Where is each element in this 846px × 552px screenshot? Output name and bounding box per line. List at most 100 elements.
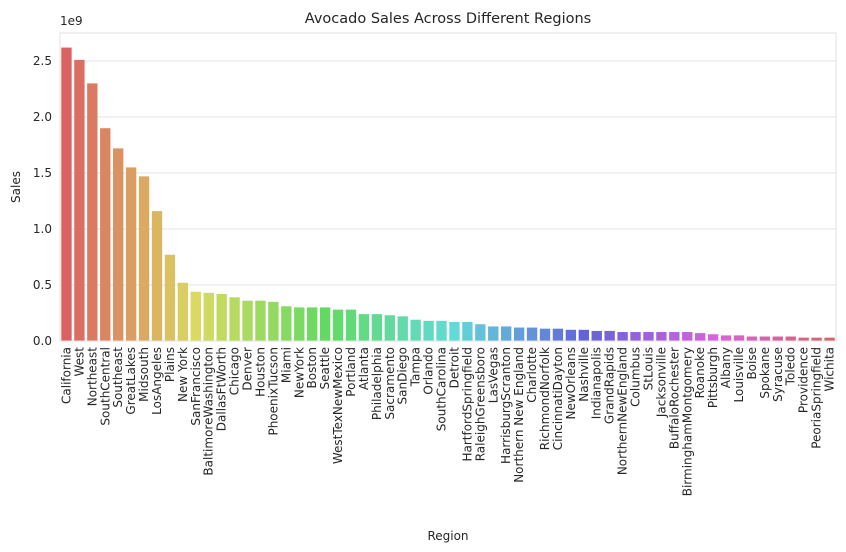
bar [449, 321, 460, 341]
x-tick-label: Orlando [422, 347, 436, 395]
bar [371, 314, 383, 341]
bar [397, 316, 408, 341]
x-tick-label: Southeast [111, 347, 125, 408]
bar [604, 330, 615, 341]
bar [436, 320, 447, 341]
bar [772, 336, 783, 341]
y-tick-labels: 0.0 0.5 1.0 1.5 2.0 2.5 [33, 54, 52, 348]
x-tick-label: Albany [719, 347, 733, 388]
bar [384, 315, 395, 341]
x-tick-label: PhoenixTucson [266, 347, 280, 436]
y-tick-label: 1.0 [33, 222, 52, 236]
bar [216, 293, 227, 341]
bar [707, 334, 719, 341]
x-tick-label: LasVegas [486, 347, 500, 403]
x-tick-label: LosAngeles [150, 347, 164, 415]
bar [294, 307, 305, 341]
x-tick-label: Louisville [732, 347, 746, 403]
x-tick-label: Toledo [784, 347, 798, 386]
x-tick-label: GrandRapids [603, 347, 617, 424]
chart-title: Avocado Sales Across Different Regions [305, 11, 591, 27]
x-tick-label: Northeast [85, 347, 99, 407]
bar [669, 332, 680, 341]
y-tick-label: 0.0 [33, 334, 52, 348]
x-tick-label: Nashville [577, 347, 591, 402]
bar [720, 335, 732, 341]
bar [319, 307, 331, 341]
bar [100, 128, 111, 341]
bar [643, 332, 654, 341]
x-tick-label: CincinnatiDayton [551, 347, 565, 450]
x-tick-label: New York [176, 347, 190, 402]
x-tick-label: PeoriaSpringfield [810, 347, 824, 449]
plot-frame [59, 32, 837, 342]
x-tick-label: Portland [344, 347, 358, 397]
bar [824, 337, 835, 341]
y-axis-title: Sales [9, 171, 23, 203]
bar [358, 314, 370, 341]
bar [268, 301, 279, 341]
bar [307, 307, 318, 341]
x-tick-label: Syracuse [771, 347, 785, 402]
bar [695, 333, 706, 341]
x-tick-label: GreatLakes [124, 347, 138, 415]
x-tick-label: Providence [797, 347, 811, 413]
bar [630, 332, 641, 341]
x-tick-label: Denver [241, 347, 255, 391]
x-tick-label: DallasFtWorth [215, 347, 229, 431]
bar [488, 326, 499, 341]
bar [332, 309, 344, 341]
bar [242, 300, 253, 341]
bar [565, 329, 577, 341]
x-tick-label: Tampa [409, 347, 423, 387]
bar [410, 319, 421, 341]
bar [255, 300, 266, 341]
bar [656, 332, 667, 341]
x-tick-label: RaleighGreensboro [473, 347, 487, 461]
x-tick-label: Atlanta [357, 347, 371, 390]
x-tick-label: Columbus [629, 347, 643, 407]
x-tick-label: Plains [163, 347, 177, 382]
x-tick-label: HarrisburgScranton [499, 347, 513, 464]
x-tick-label: Spokane [758, 347, 772, 399]
x-tick-label: BaltimoreWashington [202, 347, 216, 476]
x-tick-label: West [72, 347, 86, 377]
bar [61, 47, 72, 342]
bar [785, 336, 796, 341]
x-tick-label: Detroit [447, 347, 461, 389]
x-tick-label: SanDiego [396, 347, 410, 405]
x-tick-label: Sacramento [383, 347, 397, 420]
bar [281, 306, 292, 341]
bar [203, 292, 214, 341]
x-tick-label: Indianapolis [590, 347, 604, 419]
x-tick-label: HartfordSpringfield [460, 347, 474, 462]
bar [526, 327, 538, 341]
bar [798, 337, 809, 341]
x-tick-label: StLouis [641, 347, 655, 390]
x-tick-labels: CaliforniaWestNortheastSouthCentralSouth… [59, 347, 836, 497]
bar [138, 176, 150, 341]
bar [759, 336, 771, 341]
y-tick-label: 2.0 [33, 110, 52, 124]
x-tick-label: RichmondNorfolk [538, 347, 552, 450]
bar [164, 254, 176, 341]
x-tick-label: Houston [253, 347, 267, 397]
bar [746, 336, 758, 341]
bar [190, 291, 201, 341]
x-tick-label: Northern New England [512, 347, 526, 483]
x-tick-label: Chicago [228, 347, 242, 395]
bar [475, 324, 486, 341]
x-axis-title: Region [427, 529, 468, 543]
x-tick-label: SouthCentral [98, 347, 112, 426]
bar [539, 328, 551, 341]
bar [177, 282, 189, 341]
bar [591, 330, 602, 341]
x-tick-label: Philadelphia [370, 347, 384, 420]
y-tick-label: 0.5 [33, 278, 52, 292]
bar [682, 332, 693, 341]
x-tick-label: WestTexNewMexico [331, 347, 345, 464]
bar [811, 337, 822, 341]
bar [151, 211, 163, 341]
y-tick-label: 2.5 [33, 54, 52, 68]
bar [113, 148, 124, 341]
